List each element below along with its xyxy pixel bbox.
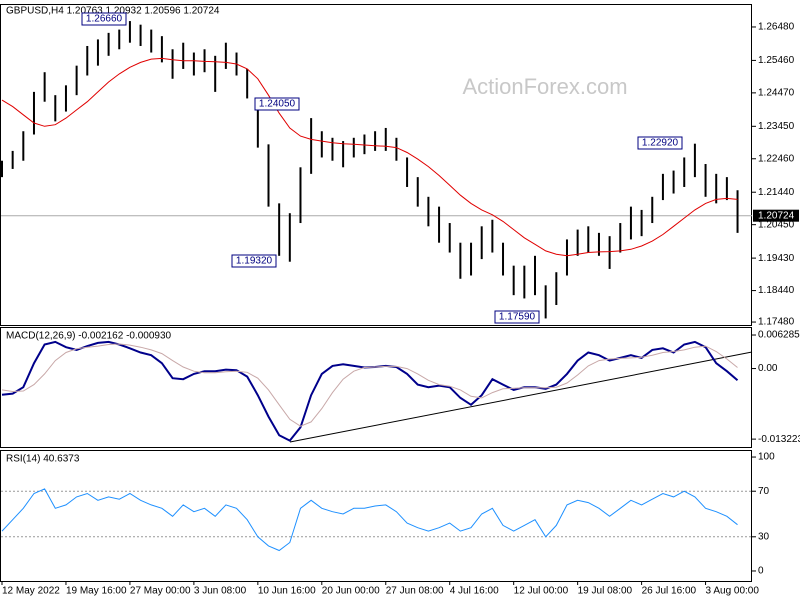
last-price-label: 1.20724 [758,210,795,221]
annotation-box [231,254,277,268]
y-tick-label: -0.013223 [758,434,800,445]
y-tick-label: 1.25460 [758,55,795,66]
macd-panel [0,327,752,448]
y-tick-label: 1.17480 [758,317,795,328]
x-tick-label: 4 Jul 16:00 [450,586,499,597]
y-tick-label: 1.19430 [758,253,795,264]
annotation: 1.19320 [236,256,273,267]
last-price-box [753,209,799,222]
rsi-title: RSI(14) 40.6373 [6,454,80,465]
x-tick-label: 20 Jun 00:00 [322,586,380,597]
annotation: 1.17590 [499,312,536,323]
series-line [1,488,738,552]
series-line [1,343,738,427]
moving-average [1,57,738,257]
y-tick-label: 1.23450 [758,121,795,132]
rsi-panel [0,450,752,582]
annotation-box [637,136,683,150]
annotation: 1.24050 [259,99,296,110]
y-tick-label: 0 [758,566,764,577]
y-tick-label: 1.20450 [758,219,795,230]
y-tick-label: 0.006285 [758,330,800,341]
x-tick-label: 19 Jul 08:00 [578,586,633,597]
trend-line [289,351,753,443]
x-tick-label: 27 May 00:00 [130,586,191,597]
y-tick-label: 0.00 [758,363,778,374]
y-tick-label: 1.21440 [758,187,795,198]
x-tick-label: 27 Jun 08:00 [386,586,444,597]
x-tick-label: 3 Aug 00:00 [706,586,760,597]
y-tick-label: 30 [758,531,770,542]
y-tick-label: 100 [758,452,775,463]
x-tick-label: 19 May 16:00 [66,586,127,597]
y-tick-label: 70 [758,486,770,497]
watermark: ActionForex.com [462,74,627,99]
macd-title: MACD(12,26,9) -0.002162 -0.000930 [6,331,172,342]
annotation-box [254,97,300,111]
annotation: 1.22920 [642,138,679,149]
y-tick-label: 1.24470 [758,88,795,99]
annotation: 1.26660 [86,14,123,25]
annotation-box [81,12,127,26]
price-panel [0,4,752,326]
x-tick-label: 12 Jul 00:00 [514,586,569,597]
x-tick-label: 12 May 2022 [2,586,60,597]
x-tick-label: 26 Jul 16:00 [642,586,697,597]
x-tick-label: 3 Jun 08:00 [194,586,247,597]
x-tick-label: 10 Jun 16:00 [258,586,316,597]
price-title: GBPUSD,H4 1.20763 1.20932 1.20596 1.2072… [6,6,220,17]
y-tick-label: 1.26480 [758,22,795,33]
y-tick-label: 1.18440 [758,285,795,296]
annotation-box [494,310,540,324]
y-tick-label: 1.22460 [758,153,795,164]
